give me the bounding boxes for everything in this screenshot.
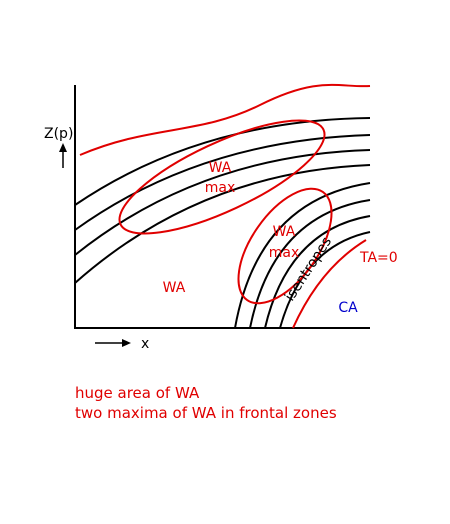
- x-axis-label: x: [141, 336, 149, 352]
- ca-label: CA: [338, 300, 358, 316]
- upper-max-label: WA: [209, 160, 232, 176]
- lower-maximum-contour: [237, 187, 333, 305]
- wa-label: WA: [163, 280, 186, 296]
- x-arrow-head: [122, 339, 131, 347]
- zero-line-label: TA=0: [359, 250, 398, 266]
- lower-max-label: WA: [273, 224, 296, 240]
- top-contour: [79, 83, 371, 156]
- zero-line: [292, 239, 367, 329]
- upper-maximum-contour: [118, 119, 326, 235]
- upper-isentropes: [74, 117, 371, 284]
- caption: huge area of WA: [75, 384, 200, 402]
- upper-max-label: max: [205, 180, 236, 196]
- lower-max-label: max: [269, 245, 300, 261]
- y-arrow-head: [59, 143, 67, 152]
- caption: two maxima of WA in frontal zones: [75, 404, 337, 422]
- y-axis-label: Z(p): [44, 126, 73, 142]
